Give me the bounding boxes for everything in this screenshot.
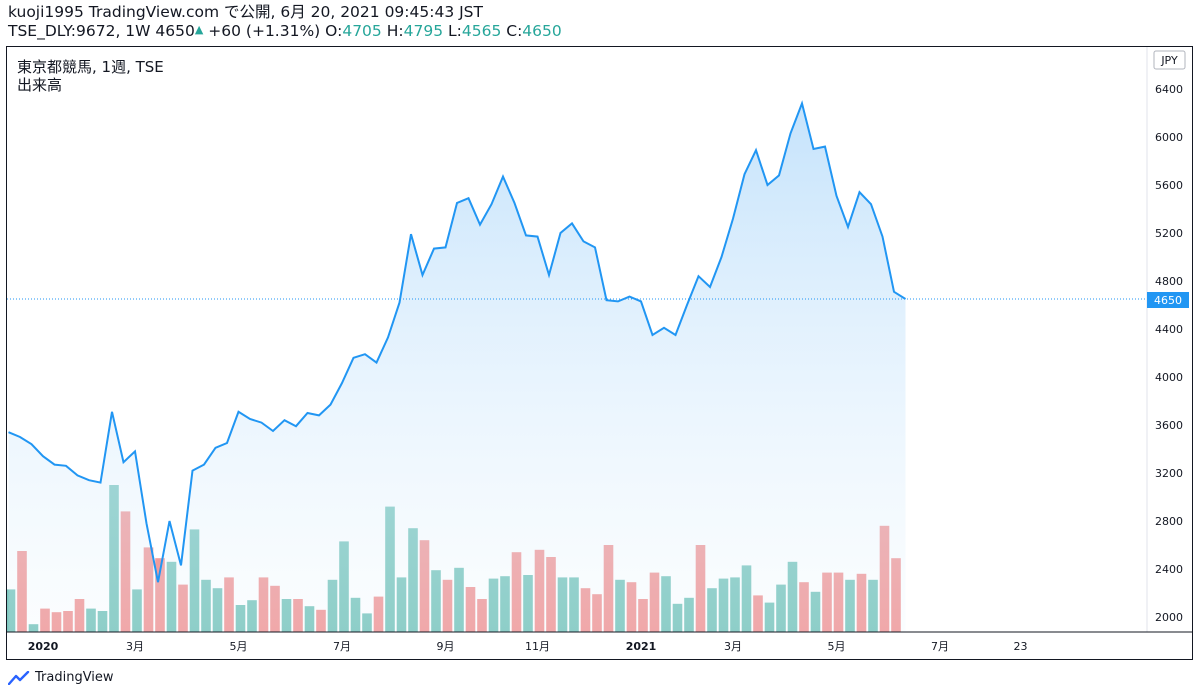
x-tick-label: 5月 [828,640,846,653]
low-value: 4565 [461,22,502,40]
x-tick-label: 23 [1014,640,1028,653]
price-change: +60 (+1.31%) [208,22,321,40]
chart-header: kuoji1995 TradingView.com で公開, 6月 20, 20… [8,3,562,42]
price-area-fill [8,103,906,632]
time-axis[interactable]: 2020 3月 5月 7月 9月 11月 2021 3月 5月 7月 23 [28,640,1028,653]
chart-frame[interactable] [6,46,1193,660]
chart-legend: 東京都競馬, 1週, TSE 出来高 [17,58,164,94]
y-tick-label: 5200 [1155,227,1183,240]
open-value: 4705 [342,22,382,40]
last-price-value: 4650 [1154,294,1182,307]
close-label: C: [506,22,523,40]
last-price-badge: 4650 [1147,292,1189,308]
y-tick-label: 4800 [1155,275,1183,288]
x-tick-label: 7月 [333,640,351,653]
x-tick-label: 5月 [230,640,248,653]
y-tick-label: 2000 [1155,611,1183,624]
y-tick-label: 6000 [1155,131,1183,144]
high-value: 4795 [403,22,444,40]
high-label: H: [386,22,404,40]
symbol-quote-line: TSE_DLY:9672, 1W 4650▲ +60 (+1.31%) O:47… [8,22,562,42]
symbol-info: TSE_DLY:9672, 1W 4650 [8,22,195,40]
x-tick-label: 3月 [724,640,742,653]
price-line [8,100,907,583]
y-tick-label: 3600 [1155,419,1183,432]
low-label: L: [448,22,462,40]
x-tick-label: 2021 [626,640,657,653]
y-tick-label: 4400 [1155,323,1183,336]
open-label: O: [325,22,343,40]
currency-badge[interactable]: JPY [1153,50,1186,70]
x-tick-label: 9月 [437,640,455,653]
tradingview-logo[interactable]: TradingView [8,670,114,685]
volume-label: 出来高 [17,76,63,94]
y-tick-label: 4000 [1155,371,1183,384]
x-tick-label: 2020 [28,640,59,653]
close-value: 4650 [522,22,562,40]
series-title: 東京都競馬, 1週, TSE [17,58,164,76]
price-axis[interactable]: 2000 2400 2800 3200 3600 4000 4400 4800 5200 5600… [1155,83,1183,624]
currency-label: JPY [1160,54,1178,67]
y-tick-label: 6400 [1155,83,1183,96]
tradingview-logo-icon [8,670,30,685]
up-arrow-icon: ▲ [194,23,204,36]
x-tick-label: 3月 [126,640,144,653]
y-tick-label: 2800 [1155,515,1183,528]
y-tick-label: 3200 [1155,467,1183,480]
x-tick-label: 7月 [931,640,949,653]
y-tick-label: 5600 [1155,179,1183,192]
brand-name: TradingView [35,670,114,685]
y-tick-label: 2400 [1155,563,1183,576]
x-tick-label: 11月 [525,640,550,653]
publish-info: kuoji1995 TradingView.com で公開, 6月 20, 20… [8,3,483,21]
